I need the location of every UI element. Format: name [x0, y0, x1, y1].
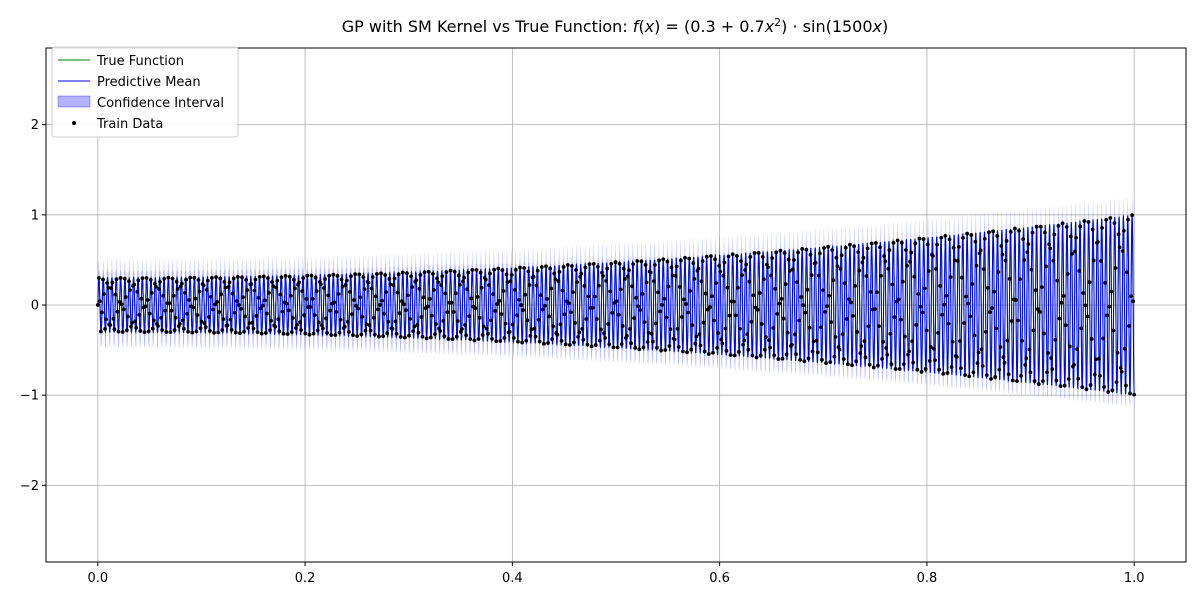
- legend-confidence-interval-label: Confidence Interval: [97, 96, 224, 111]
- x-tick-label: 1.0: [1124, 571, 1145, 586]
- y-tick-label: 1: [31, 208, 39, 223]
- legend-confidence-interval-swatch: [57, 95, 91, 108]
- legend-predictive-mean-label: Predictive Mean: [97, 75, 201, 90]
- y-axis-ticks: −2 −1 0 1 2: [20, 118, 46, 494]
- x-tick-label: 0.4: [502, 571, 523, 586]
- chart-title: GP with SM Kernel vs True Function: f(x)…: [342, 16, 889, 37]
- train-data-points: [95, 213, 1137, 397]
- x-tick-label: 0.6: [709, 571, 730, 586]
- legend-train-data-swatch: [72, 121, 76, 125]
- y-tick-label: −2: [20, 479, 39, 494]
- x-tick-label: 0.0: [87, 571, 108, 586]
- legend-train-data-label: Train Data: [96, 117, 163, 132]
- y-tick-label: 2: [31, 118, 39, 133]
- legend-frame: [51, 46, 239, 138]
- x-tick-label: 0.2: [295, 571, 316, 586]
- legend-true-function-label: True Function: [96, 54, 184, 69]
- x-axis-ticks: 0.0 0.2 0.4 0.6 0.8 1.0: [87, 562, 1145, 586]
- plot-area: [95, 196, 1137, 408]
- y-tick-label: −1: [20, 389, 39, 404]
- predictive-mean-line: [97, 214, 1135, 395]
- x-tick-label: 0.8: [917, 571, 938, 586]
- legend: True Function Predictive Mean Confidence…: [51, 46, 239, 138]
- y-tick-label: 0: [31, 299, 39, 314]
